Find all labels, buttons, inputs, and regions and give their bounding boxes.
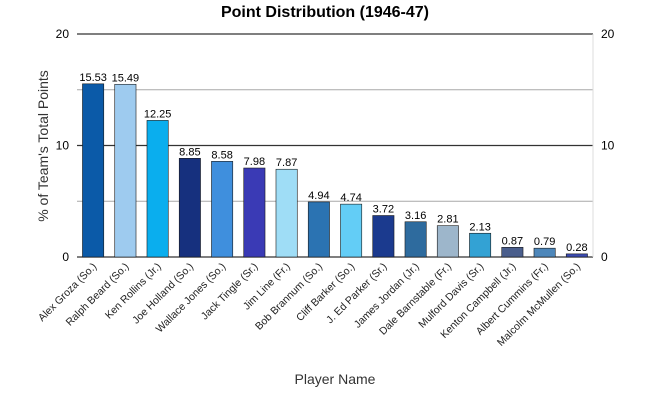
y-axis-label: % of Team's Total Points <box>35 70 51 222</box>
bar <box>565 253 588 258</box>
bar <box>469 232 492 258</box>
bar <box>211 161 234 258</box>
bar <box>178 158 201 258</box>
y-tick-label-right: 10 <box>601 139 615 153</box>
bar-value-label: 4.74 <box>340 192 361 204</box>
y-tick-label-left: 20 <box>56 27 70 41</box>
bar <box>340 203 363 258</box>
x-tick-label: Cliff Barker (So.) <box>294 261 357 324</box>
bar-value-label: 12.25 <box>144 108 172 120</box>
y-axis-right: 0 10 20 <box>601 27 615 264</box>
bar <box>404 221 427 258</box>
y-tick-label-left: 10 <box>56 139 70 153</box>
y-tick-label-left: 0 <box>62 250 69 264</box>
bar <box>436 225 459 258</box>
bar-value-label: 3.72 <box>373 204 394 216</box>
y-tick-label-right: 20 <box>601 27 615 41</box>
bar <box>372 215 395 258</box>
chart-title: Point Distribution (1946-47) <box>221 4 429 21</box>
bar-value-label: 2.13 <box>469 221 490 233</box>
bar <box>114 83 137 258</box>
x-tick-label: Ken Rollins (Jr.) <box>103 261 164 322</box>
bar-value-label: 8.85 <box>179 146 200 158</box>
bar-value-label: 7.87 <box>276 157 297 169</box>
y-axis-left: 0 10 20 <box>56 27 70 264</box>
bar-value-label: 8.58 <box>211 149 232 161</box>
x-axis-label: Player Name <box>295 371 376 387</box>
bar <box>275 168 298 258</box>
bar <box>146 120 169 258</box>
bar-value-label: 4.94 <box>308 190 329 202</box>
y-tick-label-right: 0 <box>601 250 608 264</box>
bars: 15.53 15.49 12.25 8.85 8.58 7.98 7.87 4.94 4.74 3… <box>79 72 588 258</box>
x-tick-label: Alex Groza (So.) <box>36 261 99 324</box>
bar <box>243 167 266 258</box>
bar <box>501 246 524 258</box>
bar-value-label: 15.49 <box>112 72 140 84</box>
bar-value-label: 0.28 <box>566 242 587 254</box>
bar-value-label: 0.79 <box>534 236 555 248</box>
bar <box>307 201 330 258</box>
bar-value-label: 7.98 <box>244 156 265 168</box>
bar <box>533 247 556 258</box>
bar-value-label: 0.87 <box>502 235 523 247</box>
bar-value-label: 15.53 <box>79 72 107 84</box>
bar-value-label: 2.81 <box>437 214 458 226</box>
bar-value-label: 3.16 <box>405 210 426 222</box>
bar <box>82 83 105 258</box>
x-axis-tick-labels: Alex Groza (So.)Ralph Beard (So.)Ken Rol… <box>36 261 583 349</box>
x-tick-label: Jack Tingle (Sr.) <box>199 261 261 323</box>
